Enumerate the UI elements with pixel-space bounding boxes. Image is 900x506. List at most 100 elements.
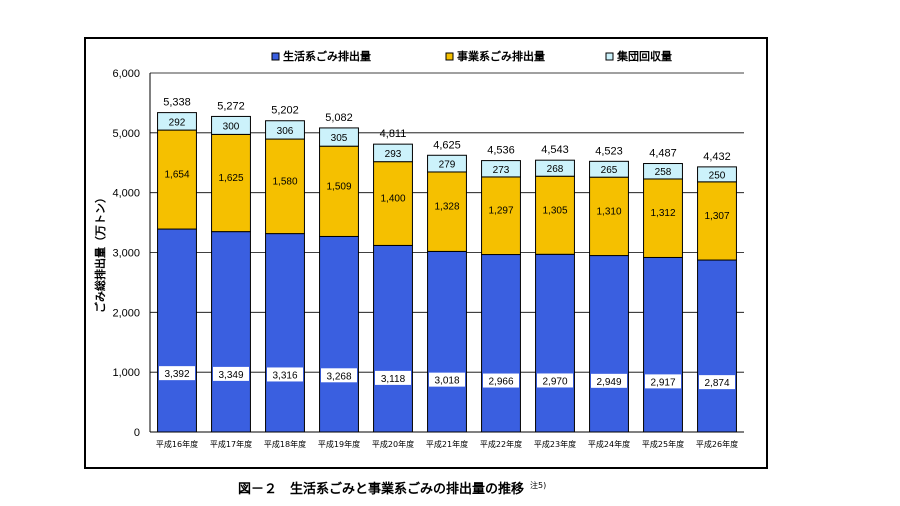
data-label: 273 [493,165,510,176]
x-tick-label: 平成22年度 [480,439,522,449]
bar-segment [373,244,413,433]
data-label-bg [267,367,303,382]
caption-text: 図－２ 生活系ごみと事業系ごみの排出量の推移 [238,482,525,497]
bar-segment [589,176,629,257]
figure-caption: 図－２ 生活系ごみと事業系ごみの排出量の推移 注5) [238,478,546,497]
data-label-bg [645,374,681,389]
x-tick-label: 平成16年度 [156,439,198,449]
data-label: 3,316 [272,370,297,381]
bar-segment [535,159,575,177]
bar-segment [373,161,413,246]
data-label: 1,305 [542,205,567,216]
total-label: 4,625 [433,139,461,151]
data-label: 300 [223,121,240,132]
x-tick-label: 平成19年度 [318,439,360,449]
data-label: 2,966 [488,377,513,388]
y-axis-label: ごみ総排出量（万トン） [93,192,107,313]
data-label: 3,018 [434,376,459,387]
bar-segment [535,253,575,433]
bar-segment [535,175,575,255]
total-label: 4,523 [595,145,623,157]
bar-segment [427,250,467,433]
legend-swatch [271,52,280,61]
total-label: 4,432 [703,151,731,163]
data-label: 3,349 [218,370,243,381]
data-label: 306 [277,126,294,137]
data-label-bg [591,373,627,388]
x-tick-label: 平成17年度 [210,439,252,449]
data-label: 305 [331,133,348,144]
bar-segment [589,160,629,178]
y-tick-label: 6,000 [112,68,140,80]
x-tick-label: 平成21年度 [426,439,468,449]
data-label: 1,312 [650,208,675,219]
bar-segment [643,178,683,258]
bar-segment [319,145,359,237]
bar-segment [589,255,629,433]
data-label: 3,118 [381,374,406,385]
total-label: 4,543 [541,144,569,156]
data-label-bg [375,370,411,385]
data-label: 1,310 [596,206,621,217]
data-label: 1,580 [272,176,297,187]
total-label: 4,811 [380,128,407,140]
data-label: 250 [709,170,726,181]
data-label: 1,509 [326,181,351,192]
bar-segment [373,143,413,163]
data-label: 3,268 [326,371,351,382]
y-tick-label: 4,000 [112,188,140,200]
bar-segment [265,233,305,433]
bar-segment [697,166,737,183]
y-tick-label: 2,000 [112,307,140,319]
total-label: 4,536 [487,145,515,157]
legend-swatch [605,52,614,61]
data-label: 1,328 [434,202,459,213]
data-label: 268 [547,164,564,175]
bar-segment [319,235,359,433]
total-label: 4,487 [649,148,677,160]
data-label-bg [159,366,195,381]
legend-label: 事業系ごみ排出量 [457,49,545,63]
total-label: 5,202 [271,105,299,117]
data-label-bg [483,373,519,388]
total-label: 5,272 [217,100,245,112]
y-tick-label: 1,000 [112,367,140,379]
bar-segment [211,231,251,433]
data-label: 1,297 [488,206,513,217]
x-tick-label: 平成25年度 [642,439,684,449]
data-label: 2,917 [650,377,675,388]
y-tick-label: 0 [134,427,140,439]
bar-segment [481,160,521,178]
bar-segment [319,127,359,147]
data-label: 3,392 [164,369,189,380]
total-label: 5,082 [325,112,353,124]
data-label: 2,970 [542,376,567,387]
total-label: 5,338 [163,97,191,109]
legend-label: 生活系ごみ排出量 [283,49,371,63]
data-label: 1,307 [704,211,729,222]
y-tick-label: 3,000 [112,248,140,260]
x-tick-label: 平成26年度 [696,439,738,449]
bar-segment [157,228,197,433]
y-tick-label: 5,000 [112,128,140,140]
bar-segment [211,133,251,233]
x-tick-label: 平成20年度 [372,439,414,449]
x-tick-label: 平成24年度 [588,439,630,449]
bar-segment [265,120,305,140]
data-label: 279 [439,160,456,171]
data-label: 292 [169,117,186,128]
caption-note: 注5) [530,480,547,490]
legend-label: 集団回収量 [616,49,672,63]
data-label-bg [429,372,465,387]
bar-segment [481,176,521,256]
bar-segment [157,112,197,131]
data-label-bg [537,373,573,388]
data-label: 1,625 [218,173,243,184]
chart-frame: 0 1,000 2,000 3,000 4,000 5,000 6,000 ごみ総排出量（万ト… [84,37,768,469]
data-label: 293 [385,149,402,160]
data-label: 265 [601,165,618,176]
data-label-bg [213,366,249,381]
data-label-bg [699,375,735,390]
bar-segment [697,181,737,261]
stacked-bar-chart: 0 1,000 2,000 3,000 4,000 5,000 6,000 ごみ総排出量（万ト… [93,49,744,449]
